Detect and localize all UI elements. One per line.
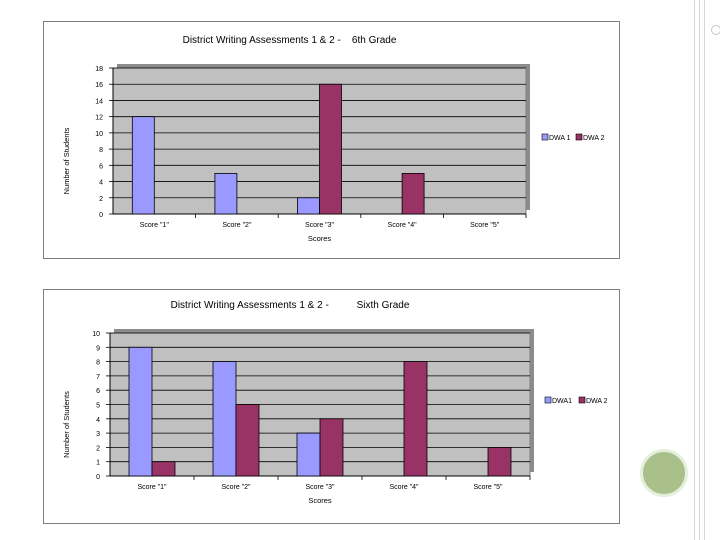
- legend-label-2: DWA 2: [586, 398, 608, 405]
- y-tick-label: 2: [96, 445, 100, 452]
- x-tick-label: Score "5": [470, 222, 500, 229]
- slide-border-line: [694, 0, 695, 540]
- y-tick-label: 6: [96, 388, 100, 395]
- y-tick-label: 4: [99, 180, 103, 187]
- bar-dwa1-1: [128, 346, 153, 477]
- legend-swatch-2: [578, 396, 586, 404]
- x-axis-label: Scores: [308, 234, 332, 243]
- y-tick-label: 14: [95, 98, 103, 105]
- slide-decoration-dot: [711, 25, 720, 35]
- slide-decoration-circle: [640, 449, 688, 497]
- bar-dwa1-3: [297, 197, 320, 215]
- bar-dwa1-3: [296, 432, 321, 477]
- y-axis-label: Number of Students: [62, 391, 71, 458]
- chart-sixth-grade-svg: District Writing Assessments 1 & 2 - Six…: [62, 300, 608, 505]
- bar-dwa2-4: [401, 173, 425, 215]
- chart-title: District Writing Assessments 1 & 2 - Six…: [171, 300, 410, 311]
- bar-dwa2-2: [235, 404, 260, 477]
- y-tick-label: 0: [99, 212, 103, 219]
- y-tick-label: 4: [96, 417, 100, 424]
- bar-dwa2-3: [319, 418, 344, 477]
- bar-dwa2-1: [151, 461, 176, 477]
- y-tick-label: 12: [95, 115, 103, 122]
- legend-label-2: DWA 2: [583, 135, 605, 142]
- y-tick-label: 9: [96, 345, 100, 352]
- slide-border-line: [704, 0, 705, 540]
- x-tick-label: Score "2": [222, 222, 252, 229]
- x-tick-label: Score "1": [140, 222, 170, 229]
- chart-6th-grade-svg: District Writing Assessments 1 & 2 - 6th…: [62, 35, 605, 243]
- legend-label-1: DWA 1: [549, 135, 571, 142]
- slide-border-line: [699, 0, 700, 540]
- chart-6th-grade: District Writing Assessments 1 & 2 - 6th…: [43, 21, 620, 259]
- y-tick-label: 6: [99, 163, 103, 170]
- legend-swatch-1: [541, 133, 549, 141]
- x-tick-label: Score "1": [137, 484, 167, 491]
- y-axis-label: Number of Students: [62, 127, 71, 194]
- x-tick-label: Score "4": [388, 222, 418, 229]
- y-tick-label: 5: [96, 403, 100, 410]
- y-tick-label: 16: [95, 82, 103, 89]
- x-tick-label: Score "3": [305, 222, 335, 229]
- y-tick-label: 8: [96, 360, 100, 367]
- chart-sixth-grade: District Writing Assessments 1 & 2 - Six…: [43, 289, 620, 524]
- y-tick-label: 7: [96, 374, 100, 381]
- bar-dwa1-1: [131, 116, 155, 215]
- x-tick-label: Score "5": [473, 484, 503, 491]
- legend-swatch-1: [544, 396, 552, 404]
- legend-swatch-2: [575, 133, 583, 141]
- y-tick-label: 2: [99, 196, 103, 203]
- bar-dwa1-2: [212, 361, 237, 477]
- bar-dwa1-2: [214, 173, 238, 215]
- y-tick-label: 1: [96, 460, 100, 467]
- y-tick-label: 10: [95, 131, 103, 138]
- y-tick-label: 0: [96, 474, 100, 481]
- x-tick-label: Score "4": [389, 484, 419, 491]
- y-tick-label: 3: [96, 431, 100, 438]
- x-tick-label: Score "2": [221, 484, 251, 491]
- x-axis-label: Scores: [308, 496, 332, 505]
- bar-dwa2-3: [319, 83, 342, 215]
- y-tick-label: 8: [99, 147, 103, 154]
- y-tick-label: 10: [92, 331, 100, 338]
- x-tick-label: Score "3": [305, 484, 335, 491]
- bar-dwa2-5: [487, 446, 512, 477]
- chart-title: District Writing Assessments 1 & 2 - 6th…: [183, 35, 397, 46]
- y-tick-label: 18: [95, 66, 103, 73]
- bar-dwa2-4: [403, 361, 428, 477]
- legend-label-1: DWA1: [552, 398, 572, 405]
